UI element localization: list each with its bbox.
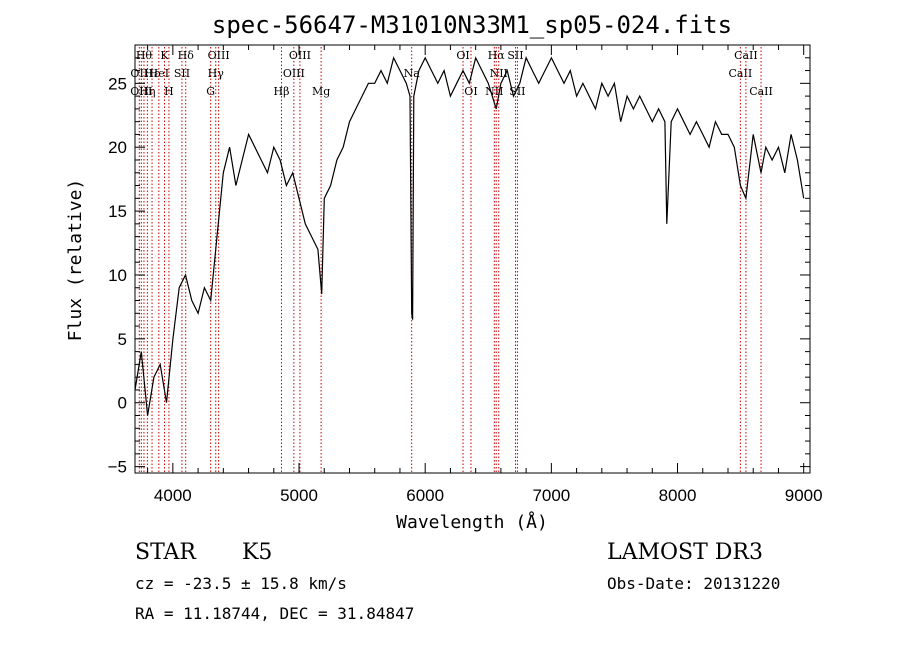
y-tick-label: 25 xyxy=(108,74,127,93)
x-tick-label: 6000 xyxy=(406,486,444,505)
y-axis-ticks: −5 0 5 10 15 20 25 xyxy=(108,57,810,477)
y-tick-label: −5 xyxy=(108,458,127,477)
line-label: H xyxy=(164,85,174,98)
line-label: SII xyxy=(507,49,523,62)
survey-name: LAMOST DR3 xyxy=(607,540,763,565)
line-label: Mg xyxy=(312,85,330,98)
line-label: OI xyxy=(456,49,469,62)
x-tick-label: 4000 xyxy=(154,486,192,505)
obs-date: Obs-Date: 20131220 xyxy=(607,574,781,593)
line-label: CaII xyxy=(749,85,773,98)
line-label: Hγ xyxy=(208,67,225,80)
spectrum-line xyxy=(134,56,805,416)
object-subclass: K5 xyxy=(242,540,273,565)
y-tick-label: 5 xyxy=(118,330,127,349)
line-label: Hδ xyxy=(178,49,195,62)
line-label: Hη xyxy=(139,85,155,98)
spectrum-series xyxy=(134,56,805,416)
line-label: CaII xyxy=(729,67,753,80)
line-label: G xyxy=(206,85,215,98)
coordinates: RA = 11.18744, DEC = 31.84847 xyxy=(135,604,415,623)
line-label: NII xyxy=(490,67,508,80)
x-tick-label: 7000 xyxy=(532,486,570,505)
line-label: OIII xyxy=(208,49,230,62)
line-label: Na xyxy=(404,67,421,80)
line-label: HeI xyxy=(149,67,169,80)
object-class: STAR xyxy=(135,540,196,565)
line-label: Hα xyxy=(488,49,506,62)
line-label: Hβ xyxy=(274,85,290,98)
x-axis-ticks: 4000 5000 6000 7000 8000 9000 xyxy=(147,45,823,505)
x-tick-label: 8000 xyxy=(659,486,697,505)
x-tick-label: 9000 xyxy=(785,486,823,505)
line-label: OIII xyxy=(283,67,305,80)
emission-line-markers: OIIOIIIHθHηHεHeIKHSIIHδGHγOIIIHβOIIIOIII… xyxy=(130,47,773,473)
line-label: Hε xyxy=(144,67,160,80)
line-label: CaII xyxy=(734,49,758,62)
chart-title: spec-56647-M31010N33M1_sp05-024.fits xyxy=(212,11,732,39)
line-label: OIII xyxy=(130,85,152,98)
y-tick-label: 20 xyxy=(108,138,127,157)
y-tick-label: 0 xyxy=(118,394,127,413)
line-label: OIII xyxy=(289,49,311,62)
redshift-text: cz = -23.5 ± 15.8 km/s xyxy=(135,574,347,593)
plot-frame xyxy=(134,44,811,474)
x-tick-label: 5000 xyxy=(280,486,318,505)
line-label: K xyxy=(160,49,169,62)
y-tick-label: 10 xyxy=(108,266,127,285)
y-axis-label: Flux (relative) xyxy=(65,179,86,342)
line-label: Hθ xyxy=(136,49,153,62)
y-tick-label: 15 xyxy=(108,202,127,221)
line-label: SII xyxy=(174,67,190,80)
x-axis-label: Wavelength (Å) xyxy=(396,511,548,533)
line-label: OI xyxy=(464,85,477,98)
